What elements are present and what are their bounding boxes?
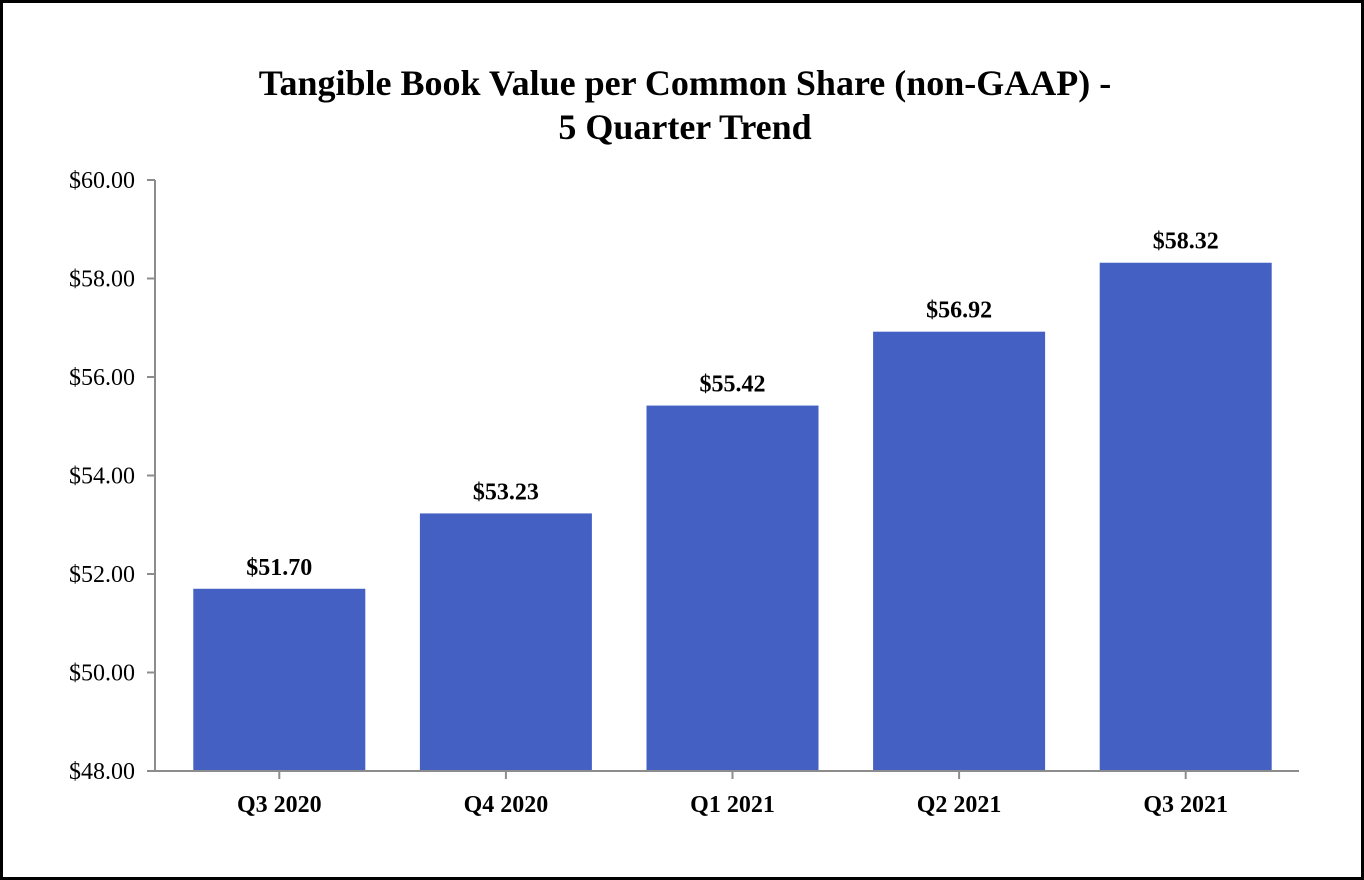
bar	[1099, 262, 1272, 770]
x-tick-label: Q4 2020	[464, 792, 549, 818]
x-axis: Q3 2020 Q4 2020 Q1 2021 Q2 2021 Q3 2021	[155, 770, 1299, 818]
x-tick-label: Q1 2021	[690, 792, 775, 818]
bar	[419, 513, 592, 770]
x-tick-label: Q3 2020	[237, 792, 322, 818]
bar-series	[193, 262, 1272, 770]
data-label: $56.92	[926, 298, 992, 324]
data-label: $53.23	[473, 479, 539, 505]
data-label: $51.70	[246, 555, 312, 581]
data-label: $58.32	[1153, 229, 1219, 255]
bar	[193, 588, 366, 770]
data-labels: $51.70 $53.23 $55.42 $56.92 $58.32	[246, 229, 1218, 581]
chart-title: Tangible Book Value per Common Share (no…	[3, 61, 1364, 149]
y-tick-label: $58.00	[69, 267, 135, 293]
chart-title-line-1: Tangible Book Value per Common Share (no…	[258, 63, 1112, 103]
data-label: $55.42	[700, 372, 766, 398]
y-tick-label: $56.00	[69, 365, 135, 391]
y-axis: $48.00 $50.00 $52.00 $54.00 $56.00 $58.00 $60.…	[69, 168, 156, 785]
y-tick-label: $60.00	[69, 168, 135, 194]
x-tick-label: Q3 2021	[1143, 792, 1228, 818]
y-tick-label: $54.00	[69, 464, 135, 490]
y-tick-label: $52.00	[69, 562, 135, 588]
y-tick-label: $50.00	[69, 661, 135, 687]
y-tick-label: $48.00	[69, 759, 135, 785]
bar	[873, 331, 1046, 770]
x-tick-label: Q2 2021	[917, 792, 1002, 818]
chart-title-line-2: 5 Quarter Trend	[558, 107, 812, 147]
bar	[646, 405, 819, 770]
